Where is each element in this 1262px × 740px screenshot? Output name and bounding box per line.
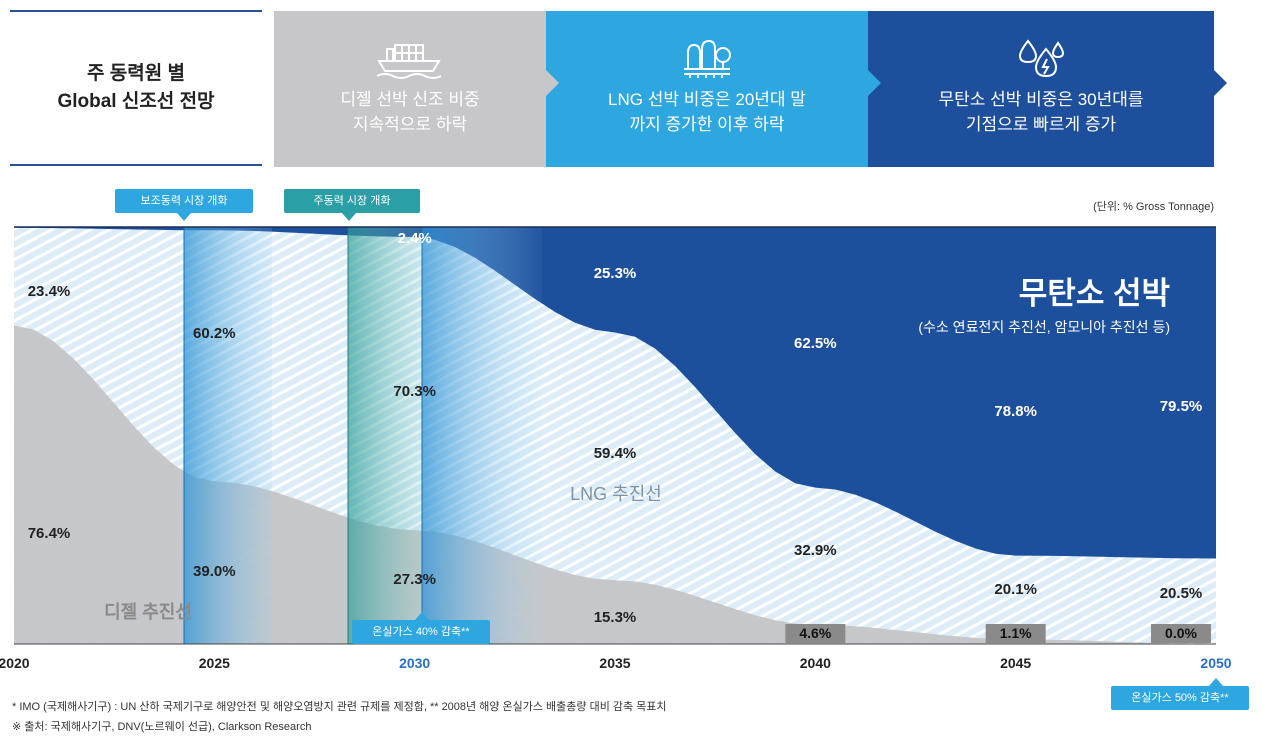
main-market-band [348, 227, 422, 644]
lng-value-label: 20.5% [1160, 585, 1203, 602]
header-panel-diesel: 디젤 선박 신조 비중 지속적으로 하락 [274, 11, 546, 167]
unit-label: (단위: % Gross Tonnage) [1093, 201, 1214, 213]
header-title-box: 주 동력원 별 Global 신조선 전망 [10, 10, 262, 166]
zero-carbon-value-label: 78.8% [994, 403, 1037, 420]
panel-text-zero-carbon: 무탄소 선박 비중은 30년대를 기점으로 빠르게 증가 [938, 90, 1144, 134]
x-tick-label-2020: 2020 [0, 655, 30, 671]
x-tick-label-2045: 2045 [1000, 655, 1031, 671]
footnote-source: ※ 출처: 국제해사기구, DNV(노르웨이 선급), Clarkson Res… [12, 721, 312, 733]
lng-value-label: 32.9% [794, 542, 837, 559]
zero-carbon-title: 무탄소 선박 [1019, 276, 1170, 311]
diesel-value-box [1151, 624, 1211, 643]
ghg-2050-badge-pointer [1209, 678, 1223, 686]
diesel-value-label: 1.1% [1000, 625, 1032, 641]
zero-carbon-value-label: 79.5% [1160, 398, 1203, 415]
main-market-badge-pointer [342, 213, 356, 221]
main-market-badge: 주동력 시장 개화 [284, 189, 420, 213]
panel-text-lng: LNG 선박 비중은 20년대 말 까지 증가한 이후 하락 [608, 90, 806, 134]
zero-carbon-subtitle: (수소 연료전지 추진선, 암모니아 추진선 등) [918, 319, 1170, 335]
diesel-value-label: 4.6% [799, 625, 831, 641]
zero-carbon-value-label: 2.4% [398, 230, 432, 247]
x-tick-label-2035: 2035 [599, 655, 630, 671]
x-tick-label-2030: 2030 [399, 655, 430, 671]
lng-tanks-icon [682, 39, 732, 84]
zero-carbon-value-label: 25.3% [594, 265, 637, 282]
diesel-value-box [785, 624, 846, 643]
diesel-value-label: 0.0% [1165, 625, 1197, 641]
aux-market-band [184, 227, 272, 644]
diesel-series-label: 디젤 추진선 [104, 602, 192, 622]
panel-text-diesel: 디젤 선박 신조 비중 지속적으로 하락 [340, 90, 480, 134]
aux-market-badge: 보조동력 시장 개화 [115, 189, 253, 213]
header-panel-zero-carbon: 무탄소 선박 비중은 30년대를 기점으로 빠르게 증가 [867, 11, 1227, 167]
diesel-value-label: 15.3% [594, 609, 637, 626]
lng-value-label: 59.4% [594, 445, 637, 462]
x-tick-label-2040: 2040 [800, 655, 831, 671]
ghg-2030-badge: 온실가스 40% 감축** [352, 620, 490, 644]
diesel-value-label: 39.0% [193, 563, 236, 580]
water-drops-icon [1016, 39, 1066, 84]
ghg-2030-band [422, 227, 542, 644]
aux-market-badge-pointer [177, 213, 191, 221]
lng-value-label: 20.1% [994, 581, 1037, 598]
ghg-2030-badge-pointer [415, 612, 429, 620]
header-title: 주 동력원 별 Global 신조선 전망 [57, 63, 215, 112]
x-tick-label-2025: 2025 [199, 655, 230, 671]
diesel-value-box [985, 624, 1046, 643]
lng-value-label: 60.2% [193, 325, 236, 342]
area-diesel [14, 325, 1216, 644]
zero-carbon-value-label: 62.5% [794, 335, 837, 352]
lng-series-label: LNG 추진선 [570, 484, 662, 504]
ship-icon [375, 39, 445, 84]
diesel-value-label: 27.3% [393, 571, 436, 588]
lng-value-label: 70.3% [393, 383, 436, 400]
diesel-value-label: 76.4% [28, 525, 71, 542]
x-tick-label-2050: 2050 [1200, 655, 1231, 671]
header-panel-lng: LNG 선박 비중은 20년대 말 까지 증가한 이후 하락 [545, 11, 868, 167]
footnote-imo: * IMO (국제해사기구) : UN 산하 국제기구로 해양안전 및 해양오염… [12, 701, 667, 713]
ghg-2050-badge: 온실가스 50% 감축** [1111, 686, 1249, 710]
lng-value-label: 23.4% [28, 283, 71, 300]
